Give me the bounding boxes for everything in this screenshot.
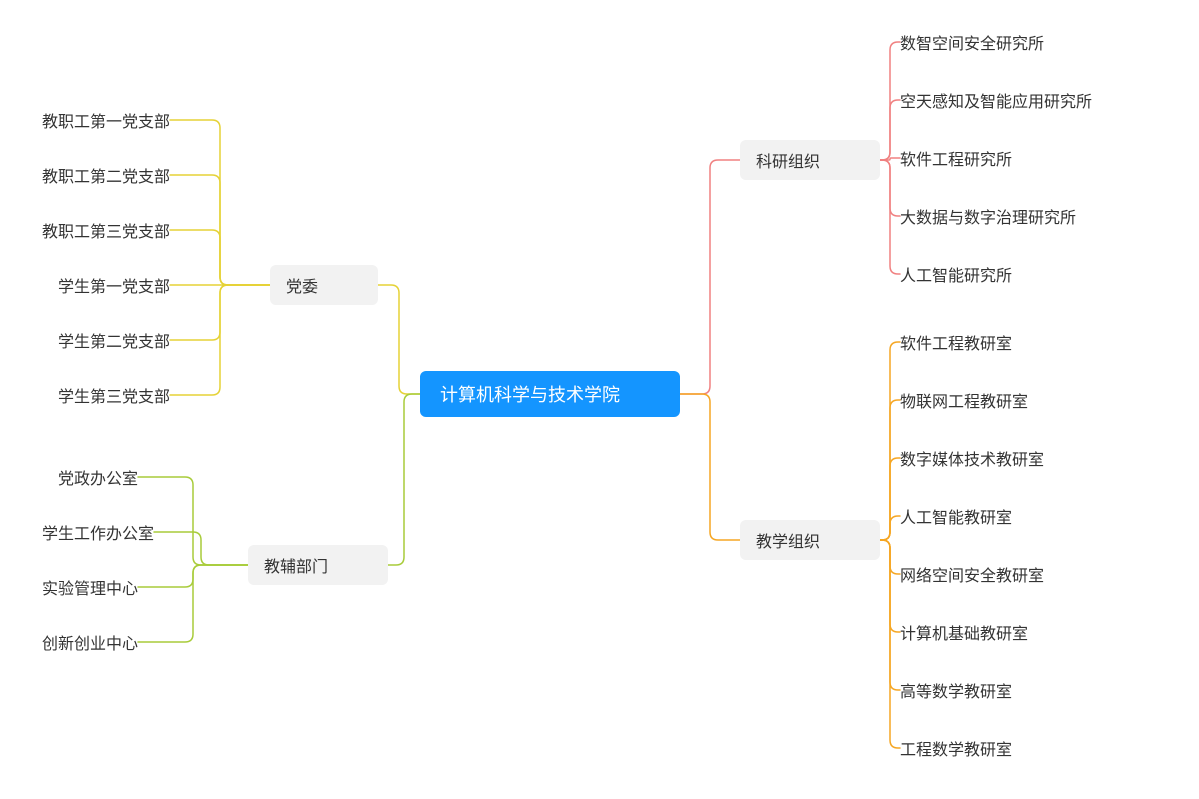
leaf-jiaoxue-4: 网络空间安全教研室: [900, 562, 1044, 586]
leaf-jiaoxue-2: 数字媒体技术教研室: [900, 446, 1044, 470]
branch-jiaofu: 教辅部门: [248, 545, 388, 585]
leaf-dangwei-2: 教职工第三党支部: [42, 218, 170, 242]
leaf-jiaofu-0: 党政办公室: [58, 465, 138, 489]
leaf-dangwei-3: 学生第一党支部: [58, 273, 170, 297]
leaf-jiaoxue-0: 软件工程教研室: [900, 330, 1012, 354]
leaf-jiaoxue-7: 工程数学教研室: [900, 736, 1012, 760]
leaf-jiaofu-1: 学生工作办公室: [42, 520, 154, 544]
leaf-keyan-0: 数智空间安全研究所: [900, 30, 1044, 54]
branch-jiaoxue: 教学组织: [740, 520, 880, 560]
leaf-keyan-2: 软件工程研究所: [900, 146, 1012, 170]
leaf-dangwei-0: 教职工第一党支部: [42, 108, 170, 132]
leaf-dangwei-4: 学生第二党支部: [58, 328, 170, 352]
leaf-dangwei-5: 学生第三党支部: [58, 383, 170, 407]
leaf-jiaoxue-5: 计算机基础教研室: [900, 620, 1028, 644]
leaf-jiaofu-2: 实验管理中心: [42, 575, 138, 599]
leaf-jiaoxue-1: 物联网工程教研室: [900, 388, 1028, 412]
leaf-keyan-3: 大数据与数字治理研究所: [900, 204, 1076, 228]
leaf-jiaoxue-3: 人工智能教研室: [900, 504, 1012, 528]
leaf-dangwei-1: 教职工第二党支部: [42, 163, 170, 187]
branch-keyan: 科研组织: [740, 140, 880, 180]
root-node: 计算机科学与技术学院: [420, 371, 680, 417]
leaf-keyan-4: 人工智能研究所: [900, 262, 1012, 286]
mindmap-canvas: 计算机科学与技术学院 党委 教职工第一党支部 教职工第二党支部 教职工第三党支部…: [0, 0, 1199, 799]
branch-dangwei: 党委: [270, 265, 378, 305]
leaf-jiaoxue-6: 高等数学教研室: [900, 678, 1012, 702]
leaf-jiaofu-3: 创新创业中心: [42, 630, 138, 654]
leaf-keyan-1: 空天感知及智能应用研究所: [900, 88, 1092, 112]
